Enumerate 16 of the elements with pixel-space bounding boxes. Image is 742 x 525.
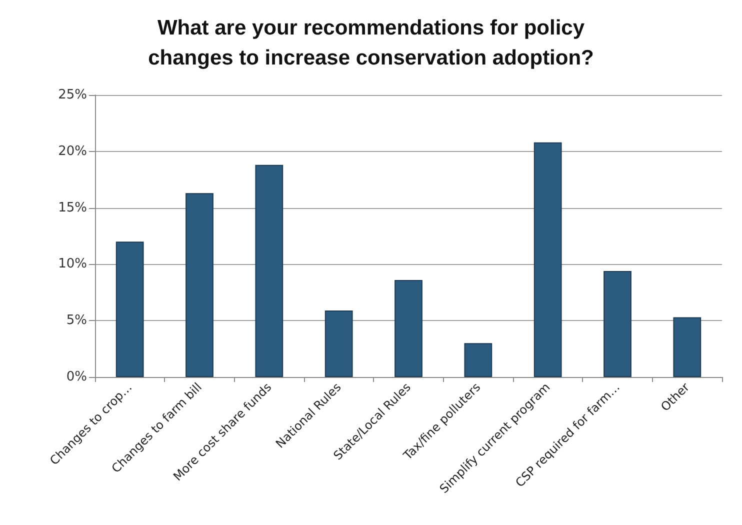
- bar: [255, 164, 284, 377]
- bar: [116, 242, 144, 377]
- y-tick-label: 0%: [66, 370, 87, 384]
- bar: [186, 193, 214, 377]
- y-tick-label: 5%: [66, 313, 87, 328]
- bar: [464, 343, 492, 377]
- bar: [394, 280, 422, 377]
- chart-title: What are your recommendations for policy changes to increase conservation adoption?: [148, 16, 594, 70]
- bar: [673, 317, 702, 377]
- y-tick-label: 20%: [58, 144, 87, 159]
- y-tick-label: 15%: [58, 200, 87, 216]
- bar: [604, 270, 632, 377]
- y-tick-label: 25%: [58, 88, 87, 102]
- bar: [534, 142, 562, 377]
- bar: [324, 310, 353, 377]
- y-tick-label: 10%: [58, 256, 87, 272]
